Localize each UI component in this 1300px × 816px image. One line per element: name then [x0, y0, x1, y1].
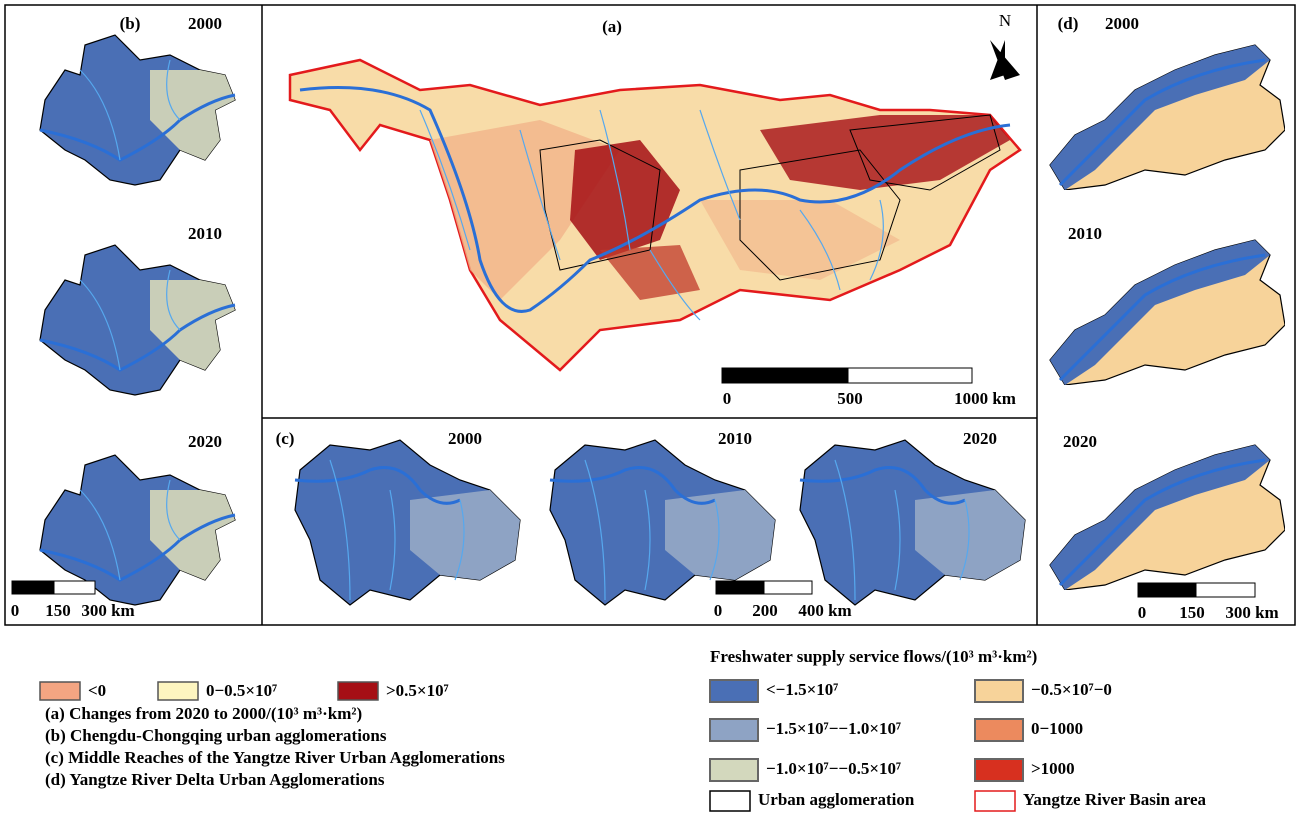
- figure: (a) N 0 500 1000 km (b) 2000 2010 2020 0…: [0, 0, 1300, 816]
- legend-label: <0: [88, 681, 106, 700]
- legend-label: Yangtze River Basin area: [1023, 790, 1207, 809]
- scale-label: 0: [1138, 603, 1147, 622]
- panel-label: (b): [120, 14, 141, 33]
- legend-label: −1.0×10⁷−−0.5×10⁷: [766, 759, 901, 778]
- panel-label: (a): [602, 17, 622, 36]
- scale-label: 400 km: [798, 601, 851, 620]
- legend-note: (d) Yangtze River Delta Urban Agglomerat…: [45, 770, 385, 789]
- scale-label: 0: [723, 389, 732, 408]
- legend-label: >1000: [1031, 759, 1075, 778]
- scale-label: 300 km: [81, 601, 134, 620]
- legend-swatch: [710, 719, 758, 741]
- legend-label: −1.5×10⁷−−1.0×10⁷: [766, 719, 901, 738]
- legend-label: <−1.5×10⁷: [766, 680, 838, 699]
- scale-label: 0: [11, 601, 20, 620]
- legend-label: 0−0.5×10⁷: [206, 681, 277, 700]
- year-label: 2000: [448, 429, 482, 448]
- scale-label: 0: [714, 601, 723, 620]
- legend-swatch: [710, 680, 758, 702]
- legend-label: >0.5×10⁷: [386, 681, 449, 700]
- legend-outline: [975, 791, 1015, 811]
- scale-label: 500: [837, 389, 863, 408]
- year-label: 2000: [1105, 14, 1139, 33]
- scale-label: 1000 km: [954, 389, 1016, 408]
- legend-swatch: [158, 682, 198, 700]
- cc-map: [40, 35, 235, 185]
- mr-map: [550, 440, 775, 605]
- scale-label: 200: [752, 601, 778, 620]
- legend-swatch: [338, 682, 378, 700]
- legend-swatch: [975, 719, 1023, 741]
- yd-map: [1050, 45, 1285, 190]
- year-label: 2020: [188, 432, 222, 451]
- year-label: 2010: [718, 429, 752, 448]
- scale-label: 300 km: [1225, 603, 1278, 622]
- legend-label: −0.5×10⁷−0: [1031, 680, 1112, 699]
- panel-label: (d): [1058, 14, 1079, 33]
- mr-map: [295, 440, 520, 605]
- legend-outline: [710, 791, 750, 811]
- legend-swatch: [975, 680, 1023, 702]
- year-label: 2020: [1063, 432, 1097, 451]
- legend-note: (c) Middle Reaches of the Yangtze River …: [45, 748, 505, 767]
- north-arrow: N: [999, 11, 1011, 30]
- legend-label: 0−1000: [1031, 719, 1083, 738]
- legend-note: (a) Changes from 2020 to 2000/(10³ m³·km…: [45, 704, 362, 723]
- year-label: 2010: [188, 224, 222, 243]
- panel-label: (c): [276, 429, 295, 448]
- scale-label: 150: [45, 601, 71, 620]
- yd-map: [1050, 240, 1285, 385]
- legend-swatch: [975, 759, 1023, 781]
- scale-label: 150: [1179, 603, 1205, 622]
- year-label: 2000: [188, 14, 222, 33]
- basin-map: [290, 40, 1020, 370]
- yd-map: [1050, 445, 1285, 590]
- legend-swatch: [710, 759, 758, 781]
- legend-title: Freshwater supply service flows/(10³ m³·…: [710, 647, 1037, 666]
- legend-note: (b) Chengdu-Chongqing urban agglomeratio…: [45, 726, 387, 745]
- year-label: 2010: [1068, 224, 1102, 243]
- mr-map: [800, 440, 1025, 605]
- legend-label: Urban agglomeration: [758, 790, 915, 809]
- year-label: 2020: [963, 429, 997, 448]
- legend-swatch: [40, 682, 80, 700]
- legends: <0 0−0.5×10⁷ >0.5×10⁷ (a) Changes from 2020…: [40, 680, 1207, 811]
- cc-map: [40, 245, 235, 395]
